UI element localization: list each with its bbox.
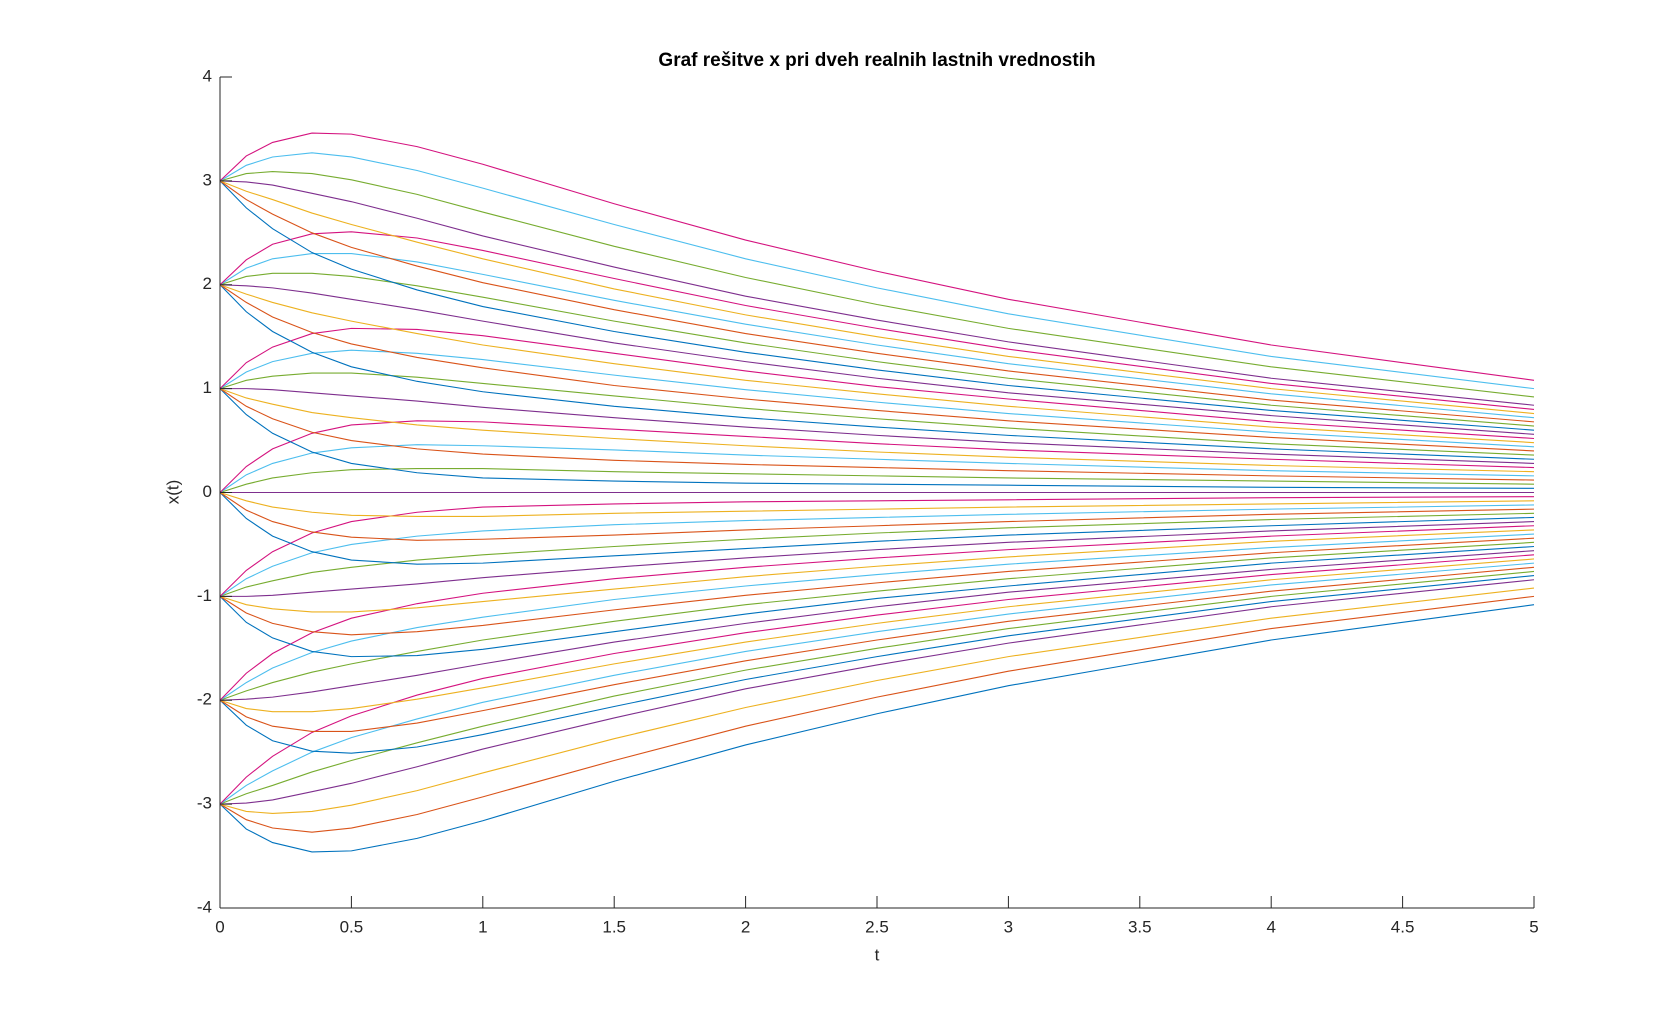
x-tick-label: 2 [741,917,750,936]
series-line [219,444,1535,493]
series-line [219,253,1535,419]
series-line [219,558,1535,713]
series-line [220,521,1535,597]
x-tick-label: 0 [215,917,224,936]
chart-title: Graf rešitve x pri dveh realnih lastnih … [658,50,1095,71]
series-line [219,512,1535,597]
series-line [219,496,1535,597]
series-line [219,284,1535,444]
x-tick-label: 2.5 [865,917,889,936]
y-tick-label: 4 [203,66,212,85]
series-line [219,575,1535,754]
series-line [220,388,1535,464]
y-tick-label: -2 [197,690,212,709]
series-line [219,587,1535,815]
series-line [219,491,1535,517]
series-line [219,579,1535,805]
series-line [219,180,1535,406]
series-line [219,372,1535,456]
series-line [219,537,1535,636]
series-line [219,284,1535,460]
series-line [219,152,1535,390]
series-line [219,529,1535,613]
x-tick-label: 5 [1529,917,1538,936]
series-line [219,468,1535,494]
plot-area [219,132,1535,853]
series-line [219,604,1535,853]
series-line [219,525,1535,701]
series-line [219,570,1535,805]
y-axis-label: x(t) [163,480,182,505]
series-line [219,550,1535,701]
series-line [219,180,1535,415]
series-line [219,327,1535,440]
series-line [219,492,1535,565]
series-line [219,388,1535,489]
series-line [219,554,1535,805]
series-line [219,132,1535,381]
series-line [219,420,1535,493]
y-tick-label: 1 [203,378,212,397]
x-tick-label: 3.5 [1128,917,1152,936]
series-line [219,272,1535,427]
y-tick-label: 3 [203,170,212,189]
series-line [219,504,1535,597]
y-tick-label: -1 [197,586,212,605]
x-tick-label: 0.5 [340,917,364,936]
y-tick-label: -3 [197,794,212,813]
series-line [219,541,1535,701]
y-tick-label: -4 [197,897,212,916]
series-line [219,533,1535,701]
series-line [219,388,1535,481]
x-tick-label: 1 [478,917,487,936]
series-line [219,170,1535,398]
series-line [219,231,1535,410]
x-axis-label: t [875,945,880,964]
series-line [219,180,1535,423]
series-line [219,566,1535,732]
series-line [219,180,1535,431]
series-line [219,349,1535,448]
x-tick-label: 1.5 [602,917,626,936]
series-line [219,284,1535,435]
series-line [219,595,1535,833]
series-line [219,284,1535,452]
y-tick-label: 0 [203,482,212,501]
series-line [219,492,1535,541]
series-line [219,388,1535,473]
series-line [219,562,1535,805]
series-line [219,545,1535,658]
x-tick-label: 3 [1004,917,1013,936]
x-tick-label: 4 [1266,917,1275,936]
x-tick-label: 4.5 [1391,917,1415,936]
y-tick-label: 2 [203,274,212,293]
